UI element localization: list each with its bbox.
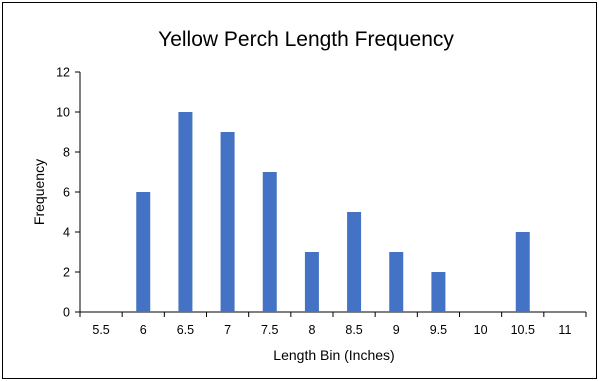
x-tick-label: 5.5 bbox=[92, 323, 109, 337]
x-tick-label: 8 bbox=[308, 323, 315, 337]
y-tick-label: 10 bbox=[56, 106, 70, 120]
y-axis-label: Frequency bbox=[31, 159, 47, 225]
x-tick-label: 7.5 bbox=[261, 323, 278, 337]
x-tick-label: 8.5 bbox=[345, 323, 362, 337]
x-tick-label: 10 bbox=[474, 323, 488, 337]
x-tick-label: 10.5 bbox=[511, 323, 535, 337]
bar-8.5 bbox=[347, 212, 362, 312]
chart-title: Yellow Perch Length Frequency bbox=[158, 28, 454, 51]
x-tick-label: 9.5 bbox=[430, 323, 447, 337]
bar-8 bbox=[304, 252, 319, 312]
y-axis-ticks: 0 2 4 6 8 10 12 bbox=[56, 66, 80, 320]
bar-7 bbox=[220, 132, 235, 312]
x-tick-label: 7 bbox=[224, 323, 231, 337]
y-tick-label: 6 bbox=[63, 186, 70, 200]
bar-9.5 bbox=[431, 272, 446, 312]
x-tick-label: 6.5 bbox=[177, 323, 194, 337]
x-axis-ticks: 5.5 6 6.5 7 7.5 8 8.5 9 9.5 10 10.5 11 bbox=[79, 312, 587, 337]
y-tick-label: 2 bbox=[63, 266, 70, 280]
bar-7.5 bbox=[262, 172, 277, 312]
x-tick-label: 6 bbox=[140, 323, 147, 337]
x-tick-label: 9 bbox=[393, 323, 400, 337]
x-axis-label: Length Bin (Inches) bbox=[273, 347, 394, 363]
y-tick-label: 0 bbox=[63, 306, 70, 320]
y-tick-label: 12 bbox=[56, 66, 70, 80]
y-tick-label: 4 bbox=[63, 226, 70, 240]
bar-6.5 bbox=[178, 112, 193, 312]
bars bbox=[136, 112, 530, 312]
y-tick-label: 8 bbox=[63, 146, 70, 160]
bar-6 bbox=[136, 192, 151, 312]
x-tick-label: 11 bbox=[558, 323, 571, 337]
bar-10.5 bbox=[515, 232, 530, 312]
bar-9 bbox=[389, 252, 404, 312]
